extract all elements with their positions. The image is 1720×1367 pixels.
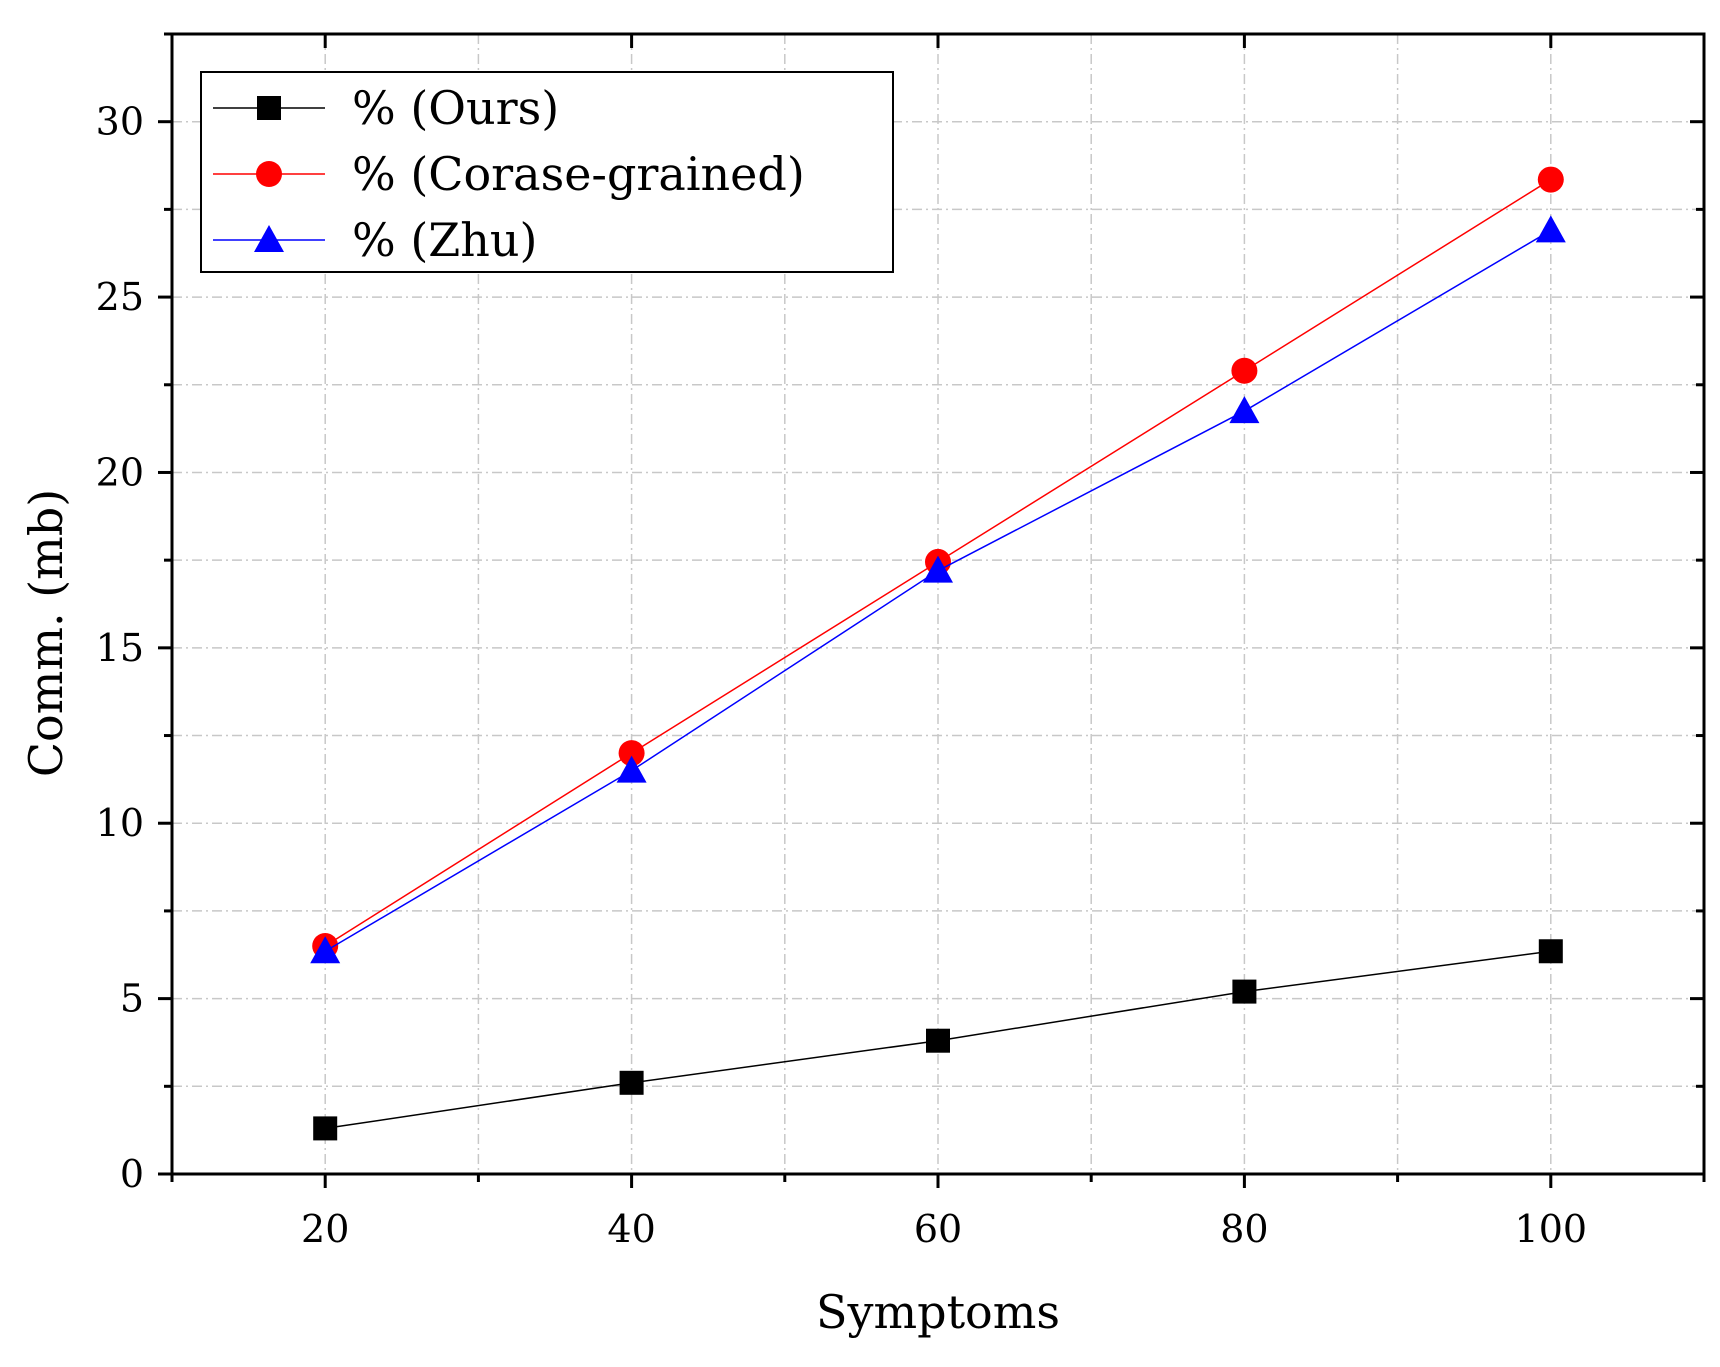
legend-marker-3	[254, 225, 284, 252]
x-tick-label: 60	[914, 1207, 962, 1251]
legend-marker-2	[256, 161, 282, 187]
y-tick-label: 25	[96, 275, 144, 319]
x-tick-label: 80	[1220, 1207, 1268, 1251]
y-tick-label: 15	[96, 626, 144, 670]
data-point-series-2	[618, 740, 645, 767]
x-tick-label: 100	[1515, 1207, 1588, 1251]
x-tick-label: 40	[607, 1207, 655, 1251]
data-point-series-1	[619, 1070, 644, 1095]
y-tick-label: 0	[120, 1152, 144, 1196]
data-point-series-2	[1537, 166, 1564, 193]
axes: 20 40 60 80 100 0 5 10 15 20 25 30	[96, 32, 1706, 1251]
data-point-series-2	[1231, 357, 1258, 384]
legend: % (Ours) % (Corase-grained) % (Zhu)	[200, 71, 894, 273]
x-axis-title: Symptoms	[816, 1285, 1060, 1339]
series	[310, 166, 1566, 1141]
y-axis-title: Comm. (mb)	[19, 489, 73, 777]
data-point-series-3	[616, 755, 647, 783]
y-tick-label: 10	[96, 801, 144, 845]
data-point-series-3	[1229, 396, 1260, 424]
data-point-series-3	[923, 555, 953, 583]
legend-box	[200, 71, 894, 273]
legend-label-3: % (Zhu)	[352, 213, 537, 267]
data-point-series-1	[926, 1028, 950, 1053]
legend-marker-1	[257, 96, 281, 120]
data-point-series-1	[313, 1116, 338, 1141]
data-point-series-3	[310, 936, 341, 964]
data-point-series-1	[1232, 979, 1257, 1004]
data-point-series-1	[1538, 939, 1563, 964]
y-tick-label: 5	[120, 977, 144, 1021]
y-tick-label: 30	[96, 100, 144, 144]
x-tick-label: 20	[301, 1207, 349, 1251]
legend-label-2: % (Corase-grained)	[352, 147, 805, 201]
data-point-series-3	[1535, 215, 1566, 243]
legend-label-1: % (Ours)	[352, 81, 559, 135]
y-tick-label: 20	[96, 450, 144, 494]
